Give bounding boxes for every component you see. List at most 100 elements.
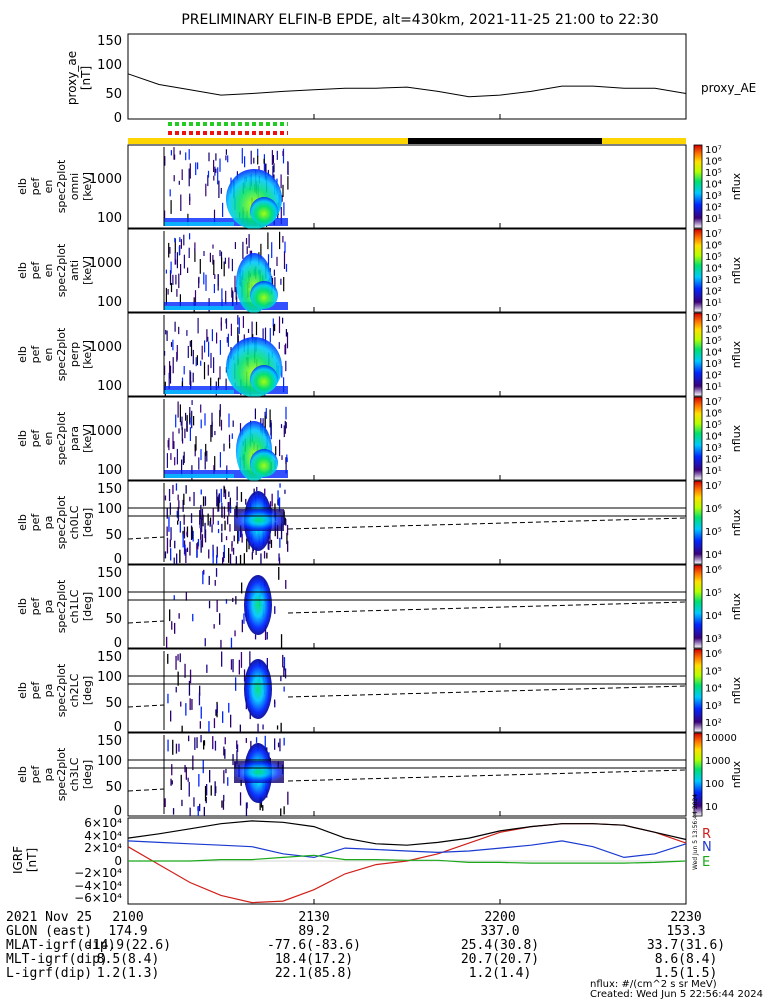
science-zone-bar [128, 138, 686, 144]
energy-speck [272, 324, 275, 336]
pa-speck [225, 768, 227, 774]
energy-ylabel: en [42, 180, 55, 194]
energy-speck [174, 154, 176, 160]
pa-speck [181, 799, 183, 807]
energy-ytick: 100 [97, 295, 122, 310]
pa-speck [266, 658, 268, 673]
pa-speck [172, 808, 175, 815]
energy-ylabel: [keV] [81, 340, 94, 369]
energy-speck [229, 442, 231, 449]
low-energy-band-light [164, 390, 234, 394]
energy-speck [232, 420, 234, 427]
pa-speck [218, 498, 220, 508]
energy-ylabel: anti [68, 260, 81, 281]
pa-speck [168, 516, 170, 532]
energy-speck [170, 453, 172, 460]
pa-speck [185, 703, 187, 716]
pa-speck [164, 798, 166, 807]
energy-speck [170, 283, 173, 293]
colorbar-tick: 10² [705, 287, 722, 298]
energy-speck [228, 257, 230, 269]
energy-speck [278, 342, 280, 349]
colorbar-label: nflux [730, 676, 743, 704]
energy-speck [217, 167, 219, 185]
colorbar-tick: 10⁵ [705, 168, 722, 179]
pa-speck [283, 511, 285, 525]
energy-speck [231, 290, 234, 308]
energy-speck [176, 289, 178, 297]
pa-speck [177, 654, 179, 661]
pa-speck [186, 547, 189, 552]
pa-speck [280, 634, 283, 648]
energy-speck [287, 161, 289, 175]
energy-ytick: 100 [97, 379, 122, 394]
colorbar-tick: 10000 [705, 733, 737, 744]
energy-ytick: 1000 [89, 424, 122, 439]
pa-speck [232, 659, 234, 673]
colorbar-tick: 10² [705, 455, 722, 466]
energy-speck [219, 340, 221, 355]
colorbar-gradient [693, 312, 703, 397]
energy-speck [264, 327, 267, 345]
pa-speck [229, 497, 231, 512]
pa-ylabel: [deg] [81, 508, 94, 537]
colorbar: 10⁷ 10⁶ 10⁵ 10⁴ nflux [693, 480, 743, 565]
energy-speck [214, 274, 216, 279]
precipitation-blob [250, 449, 278, 477]
energy-speck [254, 408, 256, 420]
energy-speck [220, 321, 222, 327]
colorbar-tick: 100 [705, 779, 724, 790]
pa-speck [198, 692, 201, 706]
energy-speck [219, 409, 221, 427]
energy-speck [198, 457, 200, 470]
energy-speck [270, 420, 272, 436]
energy-ylabel: en [42, 264, 55, 278]
colorbar-tick: 10² [705, 718, 722, 729]
ae-ytick: 0 [114, 111, 122, 126]
pa-speck [180, 774, 182, 790]
pa-ylabel: ch2LC [68, 673, 81, 707]
energy-speck [267, 169, 269, 176]
pa-speck [286, 524, 289, 536]
energy-speck [170, 342, 173, 347]
energy-speck [246, 246, 248, 255]
colorbar-tick: 10⁶ [705, 409, 722, 420]
pa-speck [216, 546, 218, 558]
pa-speck [185, 591, 187, 601]
pa-speck [229, 553, 232, 564]
energy-speck [165, 287, 167, 305]
pa-speck [214, 580, 216, 586]
pa-speck [284, 517, 286, 526]
energy-ylabel: pef [29, 177, 42, 196]
energy-speck [189, 233, 191, 240]
pa-speck [249, 651, 251, 666]
energy-speck [174, 237, 176, 243]
energy-speck [200, 360, 202, 366]
pa-speck [180, 701, 182, 707]
pa-speck [251, 552, 253, 560]
energy-speck [228, 434, 231, 443]
energy-speck [205, 274, 207, 291]
footer-label: MLT-igrf(dip) [6, 952, 108, 967]
low-energy-band-light [164, 306, 234, 310]
energy-speck [215, 168, 217, 173]
energy-speck [196, 355, 198, 366]
pa-speck [257, 723, 259, 732]
energy-speck [169, 247, 171, 254]
energy-speck [214, 166, 216, 176]
energy-speck [235, 287, 237, 300]
pa-ylabel: elb [16, 598, 29, 615]
footer-value: -77.6(-83.6) [267, 938, 361, 953]
energy-ylabel: elb [16, 346, 29, 363]
energy-speck [169, 189, 171, 197]
igrf-ytick: 2×10⁴ [84, 841, 122, 855]
pa-speck [197, 806, 199, 811]
pa-speck [274, 701, 276, 708]
pa-speck [216, 704, 218, 713]
pa-speck [200, 706, 202, 719]
igrf-ylabel-line1: IGRF [11, 846, 25, 874]
colorbar-tick: 10⁴ [705, 432, 722, 443]
pa-speck [285, 580, 287, 589]
energy-speck [178, 273, 180, 289]
